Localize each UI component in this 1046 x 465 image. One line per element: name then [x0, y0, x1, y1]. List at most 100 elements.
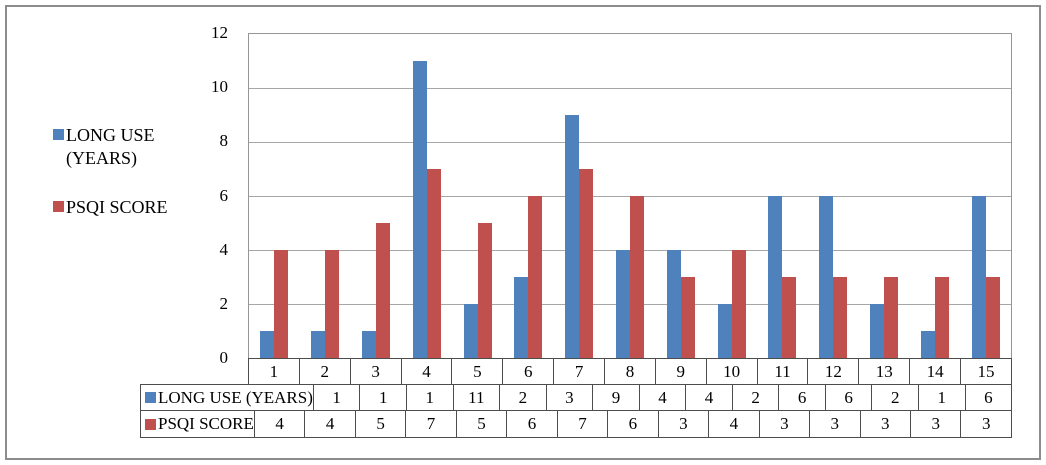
table-cell-psqi-cat9: 3 [657, 410, 709, 437]
x-axis-label-7: 7 [553, 358, 605, 384]
table-cell-psqi-cat5: 5 [455, 410, 507, 437]
x-axis-label-13: 13 [858, 358, 910, 384]
bar-psqi-cat10 [731, 250, 746, 358]
table-cell-long-use-cat4: 11 [452, 384, 500, 410]
bar-long-use-cat11 [768, 196, 783, 358]
table-cell-long-use-cat13: 2 [871, 384, 918, 410]
y-tick-label-6: 6 [219, 185, 229, 205]
x-axis-label-9: 9 [654, 358, 706, 384]
table-cell-psqi-cat10: 4 [708, 410, 759, 437]
table-swatch-long-use-icon [145, 392, 156, 403]
x-axis-label-14: 14 [909, 358, 961, 384]
legend-item-psqi: PSQI SCORE [53, 196, 168, 219]
bar-psqi-cat11 [782, 277, 797, 358]
x-axis-label-4: 4 [400, 358, 452, 384]
bar-psqi-cat4 [426, 169, 441, 358]
table-cell-long-use-cat7: 9 [592, 384, 639, 410]
y-tick-label-0: 0 [219, 348, 229, 367]
legend-swatch-long-use-icon [53, 129, 64, 140]
chart-legend: LONG USE (YEARS) PSQI SCORE [53, 124, 168, 245]
bar-psqi-cat5 [477, 223, 492, 358]
x-axis-label-8: 8 [604, 358, 655, 384]
bar-long-use-cat4 [412, 61, 427, 358]
table-cell-psqi-cat1: 4 [253, 410, 305, 437]
x-axis-label-3: 3 [349, 358, 401, 384]
table-cell-long-use-cat12: 6 [824, 384, 872, 410]
bar-psqi-cat12 [833, 277, 848, 358]
bar-psqi-cat1 [274, 250, 289, 358]
x-axis-label-5: 5 [451, 358, 503, 384]
bar-long-use-cat6 [514, 277, 529, 358]
table-cell-psqi-cat13: 3 [859, 410, 910, 437]
bar-long-use-cat3 [361, 331, 376, 358]
bar-psqi-cat2 [325, 250, 340, 358]
table-cell-psqi-cat6: 6 [506, 410, 557, 437]
table-cell-long-use-cat3: 1 [405, 384, 453, 410]
chart-outer-border [5, 5, 1041, 460]
legend-item-long-use: LONG USE (YEARS) [53, 124, 168, 170]
table-cell-long-use-cat5: 2 [499, 384, 546, 410]
legend-label-psqi: PSQI SCORE [66, 196, 168, 219]
bar-long-use-cat15 [971, 196, 986, 358]
x-axis-label-12: 12 [807, 358, 859, 384]
x-axis-label-10: 10 [705, 358, 757, 384]
x-axis-label-6: 6 [502, 358, 554, 384]
bar-psqi-cat7 [579, 169, 594, 358]
table-cell-long-use-cat1: 1 [312, 384, 360, 410]
bar-psqi-cat14 [934, 277, 949, 358]
x-axis-label-2: 2 [298, 358, 350, 384]
y-tick-label-8: 8 [219, 131, 229, 151]
x-axis-category-row: 1 2 3 4 5 6 7 8 9 10 11 12 13 14 15 [248, 358, 1012, 384]
bar-long-use-cat13 [870, 304, 884, 358]
table-row-header-psqi-label: PSQI SCORE [158, 414, 254, 433]
y-tick-label-12: 12 [211, 23, 228, 42]
bar-psqi-cat8 [630, 196, 644, 358]
table-cell-long-use-cat11: 6 [778, 384, 825, 410]
bar-long-use-cat1 [260, 331, 275, 358]
x-axis-label-15: 15 [960, 358, 1012, 384]
legend-label-psqi-line1: PSQI SCORE [66, 197, 168, 217]
table-row-long-use: LONG USE (YEARS) 1 1 1 11 2 3 9 4 4 2 6 6 2 1 6 [140, 384, 1013, 410]
gridline-y-8 [249, 142, 1011, 143]
x-axis-label-1: 1 [248, 358, 299, 384]
table-cell-long-use-cat10: 2 [731, 384, 779, 410]
table-cell-psqi-cat4: 7 [405, 410, 456, 437]
table-cell-psqi-cat11: 3 [758, 410, 810, 437]
table-row-header-long-use: LONG USE (YEARS) [140, 384, 313, 410]
table-cell-long-use-cat6: 3 [545, 384, 593, 410]
table-row-header-psqi: PSQI SCORE [140, 410, 254, 437]
table-cell-psqi-cat3: 5 [354, 410, 406, 437]
table-cell-long-use-cat15: 6 [964, 384, 1013, 410]
y-tick-label-10: 10 [211, 77, 228, 97]
table-cell-long-use-cat9: 4 [685, 384, 732, 410]
legend-label-long-use: LONG USE (YEARS) [66, 124, 155, 170]
table-cell-long-use-cat14: 1 [918, 384, 965, 410]
table-row-header-long-use-label: LONG USE (YEARS) [158, 387, 313, 407]
bar-long-use-cat10 [717, 304, 732, 358]
bar-long-use-cat12 [819, 196, 834, 358]
table-cell-psqi-cat8: 6 [607, 410, 658, 437]
bar-long-use-cat5 [463, 304, 478, 358]
bar-long-use-cat9 [666, 250, 681, 358]
legend-label-long-use-line2: (YEARS) [66, 148, 137, 168]
bar-long-use-cat8 [616, 250, 630, 358]
y-tick-label-2: 2 [219, 293, 229, 313]
table-cell-psqi-cat12: 3 [809, 410, 860, 437]
bar-psqi-cat13 [884, 277, 898, 358]
y-tick-label-4: 4 [219, 239, 229, 259]
table-cell-psqi-cat7: 7 [556, 410, 608, 437]
table-swatch-psqi-icon [145, 418, 156, 430]
bar-psqi-cat9 [680, 277, 695, 358]
table-cell-long-use-cat8: 4 [638, 384, 686, 410]
gridline-y-10 [249, 88, 1011, 89]
table-cell-psqi-cat2: 4 [304, 410, 355, 437]
table-cell-psqi-cat14: 3 [909, 410, 961, 437]
x-axis-label-11: 11 [756, 358, 808, 384]
legend-label-long-use-line1: LONG USE [66, 125, 155, 145]
bar-long-use-cat2 [311, 331, 326, 358]
table-cell-long-use-cat2: 1 [359, 384, 406, 410]
bar-psqi-cat6 [528, 196, 543, 358]
legend-swatch-psqi-icon [53, 201, 64, 212]
